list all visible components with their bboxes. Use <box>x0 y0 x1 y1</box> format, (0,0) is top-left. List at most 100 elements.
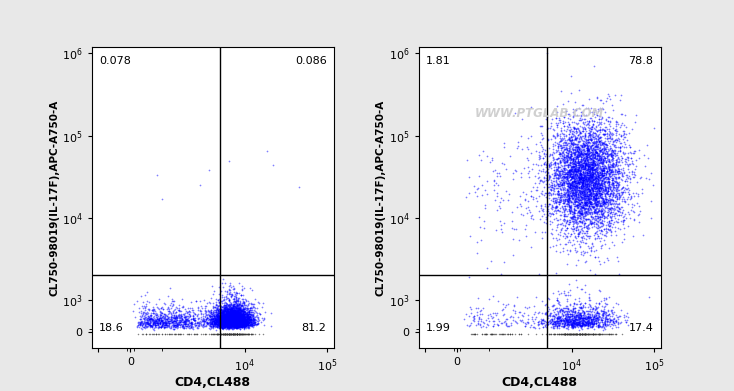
Point <box>596 163 608 169</box>
Point <box>234 322 246 328</box>
Point <box>142 317 154 323</box>
Point <box>203 315 214 321</box>
Point <box>227 322 239 328</box>
Point <box>604 143 616 149</box>
Point <box>487 323 499 329</box>
Point <box>165 323 177 329</box>
Point <box>160 320 172 326</box>
Point <box>597 158 608 164</box>
Point <box>559 179 570 185</box>
Point <box>617 173 629 179</box>
Point <box>213 305 225 311</box>
Point <box>572 126 584 132</box>
Point <box>599 182 611 188</box>
Point <box>587 196 599 202</box>
Point <box>144 319 156 325</box>
Point <box>523 320 534 326</box>
Point <box>505 322 517 328</box>
Point <box>577 177 589 183</box>
Point <box>233 317 244 323</box>
Point <box>550 294 562 301</box>
Point <box>566 171 578 177</box>
Point <box>524 324 536 330</box>
Point <box>582 165 594 171</box>
Point <box>233 303 244 309</box>
Point <box>575 117 586 123</box>
Point <box>214 330 226 337</box>
Point <box>610 182 622 188</box>
Point <box>248 319 260 326</box>
Point <box>243 308 255 315</box>
Point <box>604 206 616 212</box>
Point <box>575 146 586 152</box>
Point <box>237 313 249 319</box>
Point <box>583 319 595 326</box>
Point <box>608 318 619 324</box>
Point <box>215 313 227 319</box>
Point <box>584 179 595 185</box>
Point <box>582 197 594 203</box>
Point <box>580 196 592 203</box>
Point <box>239 321 251 328</box>
Point <box>563 308 575 315</box>
Point <box>230 302 241 308</box>
Point <box>569 207 581 213</box>
Point <box>239 311 251 317</box>
Point <box>579 220 591 226</box>
Point <box>244 308 256 315</box>
Point <box>564 324 576 330</box>
Point <box>231 316 243 323</box>
Point <box>561 153 573 159</box>
Point <box>562 156 573 163</box>
Point <box>230 297 242 303</box>
Point <box>234 326 246 332</box>
Point <box>235 319 247 326</box>
Point <box>236 311 247 317</box>
Point <box>584 170 595 176</box>
Point <box>554 151 566 158</box>
Point <box>581 177 592 183</box>
Point <box>608 316 619 322</box>
Point <box>606 180 617 187</box>
Point <box>233 321 244 327</box>
Point <box>574 152 586 158</box>
Point <box>592 304 604 310</box>
Point <box>580 176 592 182</box>
Point <box>550 200 562 206</box>
Point <box>595 210 607 216</box>
Point <box>570 162 582 168</box>
Point <box>245 318 257 324</box>
Point <box>219 308 231 314</box>
Point <box>578 168 589 174</box>
Point <box>559 315 570 321</box>
Point <box>548 132 559 138</box>
Point <box>233 317 244 324</box>
Point <box>578 192 589 198</box>
Point <box>238 308 250 315</box>
Point <box>226 323 238 329</box>
Point <box>192 310 203 317</box>
Point <box>586 162 598 168</box>
Point <box>546 204 558 210</box>
Point <box>225 316 237 322</box>
Point <box>213 313 225 319</box>
Point <box>579 181 591 187</box>
Point <box>222 307 233 313</box>
Point <box>540 177 552 183</box>
Point <box>600 178 611 184</box>
Point <box>243 316 255 322</box>
Point <box>587 122 599 128</box>
Point <box>582 133 594 139</box>
Point <box>570 185 581 191</box>
Point <box>228 317 240 323</box>
Point <box>589 191 600 197</box>
Point <box>603 158 614 164</box>
Point <box>136 318 148 324</box>
Point <box>567 226 579 232</box>
Point <box>562 175 573 181</box>
Point <box>573 177 585 183</box>
Point <box>146 307 158 313</box>
Point <box>585 126 597 132</box>
Point <box>165 316 177 322</box>
Point <box>214 299 225 305</box>
